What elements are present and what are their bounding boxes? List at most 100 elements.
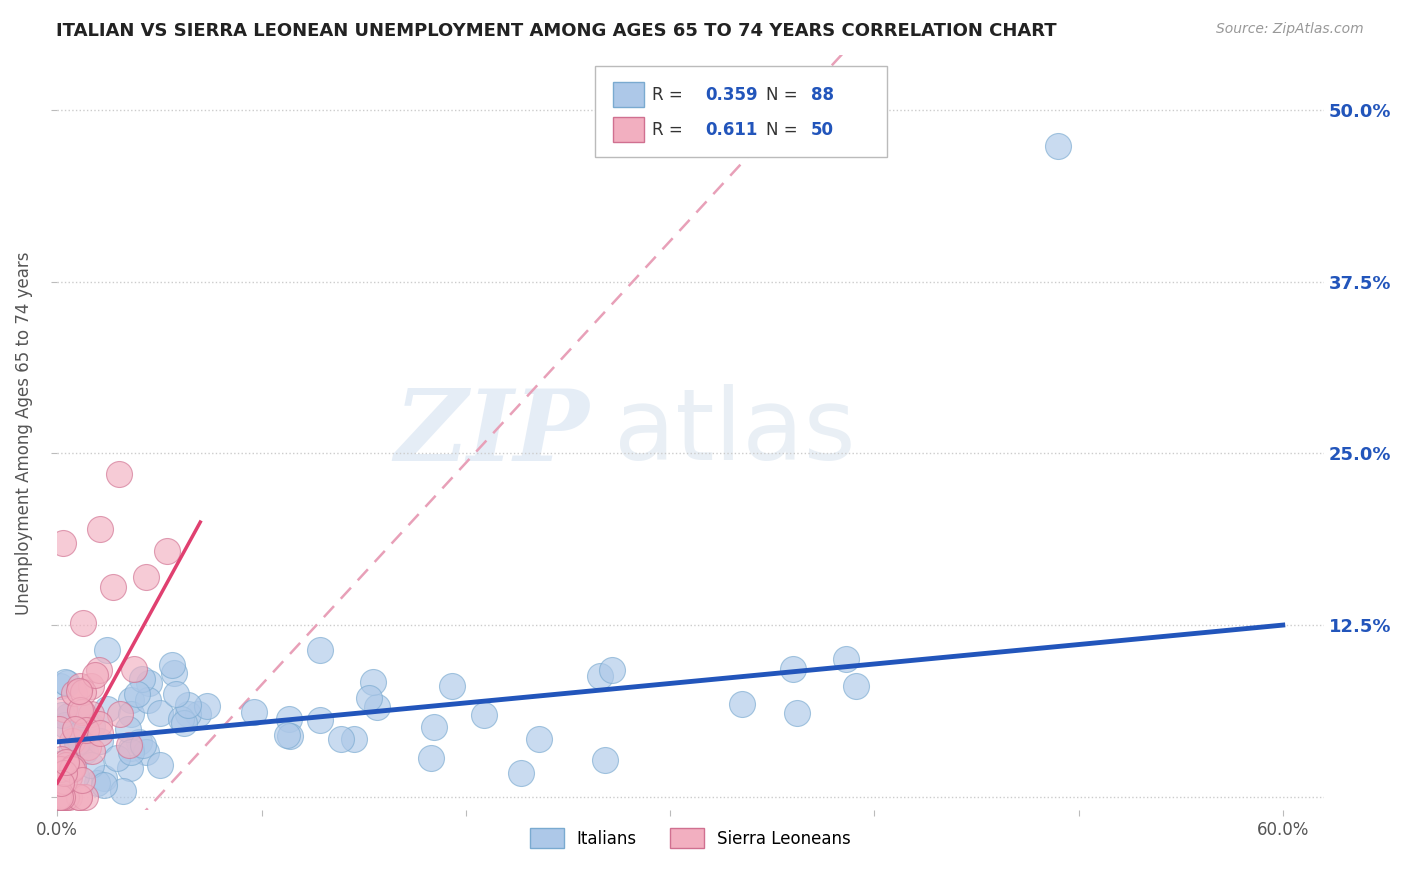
Point bbox=[149, 706, 172, 721]
Point bbox=[128, 734, 150, 748]
Point bbox=[48, 762, 70, 776]
Point bbox=[165, 686, 187, 700]
Text: R =: R = bbox=[652, 121, 683, 139]
Point bbox=[72, 615, 94, 630]
Point bbox=[60, 762, 83, 776]
Point bbox=[117, 722, 139, 736]
Point bbox=[600, 663, 623, 677]
Point bbox=[89, 733, 111, 747]
Point bbox=[51, 752, 73, 766]
Point bbox=[67, 789, 90, 804]
Point bbox=[67, 729, 90, 743]
Point bbox=[46, 757, 69, 772]
Point bbox=[93, 771, 115, 785]
Point bbox=[89, 716, 111, 731]
Legend: Italians, Sierra Leoneans: Italians, Sierra Leoneans bbox=[523, 822, 858, 855]
Point bbox=[125, 687, 148, 701]
Point bbox=[55, 789, 77, 804]
Point bbox=[76, 740, 98, 755]
Point bbox=[845, 679, 868, 693]
Point bbox=[69, 789, 91, 804]
Point bbox=[108, 467, 131, 481]
Point bbox=[186, 707, 208, 722]
Point bbox=[59, 761, 82, 775]
Point bbox=[173, 715, 195, 730]
Point bbox=[135, 570, 157, 584]
Point bbox=[53, 774, 76, 789]
Point bbox=[343, 731, 366, 746]
Point bbox=[51, 776, 73, 790]
Point bbox=[111, 784, 134, 798]
Point bbox=[82, 719, 104, 733]
Text: N =: N = bbox=[766, 87, 799, 104]
Point bbox=[53, 766, 76, 780]
Point bbox=[276, 728, 298, 742]
Point bbox=[56, 708, 79, 723]
Point bbox=[366, 699, 388, 714]
Point bbox=[56, 676, 79, 690]
Point bbox=[108, 706, 131, 721]
Point bbox=[63, 685, 86, 699]
Point bbox=[118, 739, 141, 753]
Text: 88: 88 bbox=[811, 87, 834, 104]
Point bbox=[62, 760, 84, 774]
Point bbox=[96, 702, 118, 716]
Point bbox=[277, 712, 299, 726]
Point bbox=[131, 672, 153, 686]
Point bbox=[96, 643, 118, 657]
Point bbox=[63, 745, 86, 759]
Point bbox=[120, 741, 142, 756]
Point bbox=[69, 733, 91, 747]
Point bbox=[308, 642, 330, 657]
Text: R =: R = bbox=[652, 87, 683, 104]
Point bbox=[195, 698, 218, 713]
Text: ITALIAN VS SIERRA LEONEAN UNEMPLOYMENT AMONG AGES 65 TO 74 YEARS CORRELATION CHA: ITALIAN VS SIERRA LEONEAN UNEMPLOYMENT A… bbox=[56, 22, 1057, 40]
Text: 50: 50 bbox=[811, 121, 834, 139]
Point bbox=[472, 708, 495, 723]
Point bbox=[75, 744, 97, 758]
Text: 0.611: 0.611 bbox=[706, 121, 758, 139]
Point bbox=[70, 772, 93, 787]
Point bbox=[48, 722, 70, 736]
Text: 0.359: 0.359 bbox=[706, 87, 758, 104]
Point bbox=[60, 734, 83, 748]
Point bbox=[120, 706, 142, 721]
Point bbox=[80, 679, 103, 693]
Point bbox=[60, 740, 83, 755]
Point bbox=[136, 693, 159, 707]
Point bbox=[101, 580, 124, 594]
Point bbox=[243, 706, 266, 720]
Point bbox=[589, 669, 612, 683]
Point bbox=[89, 726, 111, 740]
Point bbox=[156, 544, 179, 558]
Point bbox=[67, 684, 90, 698]
Point bbox=[149, 757, 172, 772]
Point bbox=[55, 757, 77, 772]
Text: atlas: atlas bbox=[614, 384, 856, 482]
Point bbox=[72, 685, 94, 699]
Point bbox=[70, 743, 93, 757]
Point bbox=[731, 697, 754, 711]
Point bbox=[70, 705, 93, 719]
Point bbox=[70, 706, 93, 721]
Point bbox=[122, 662, 145, 676]
Point bbox=[53, 675, 76, 690]
Point bbox=[782, 662, 804, 676]
Point bbox=[49, 789, 72, 804]
Point bbox=[75, 723, 97, 738]
Point bbox=[63, 722, 86, 736]
Point bbox=[135, 745, 157, 759]
FancyBboxPatch shape bbox=[613, 82, 644, 107]
Y-axis label: Unemployment Among Ages 65 to 74 years: Unemployment Among Ages 65 to 74 years bbox=[15, 251, 32, 615]
Point bbox=[1047, 138, 1070, 153]
Point bbox=[80, 707, 103, 722]
Point bbox=[48, 780, 70, 795]
Point bbox=[176, 707, 198, 722]
Point bbox=[80, 757, 103, 772]
Point bbox=[53, 718, 76, 732]
Point bbox=[138, 676, 160, 690]
Point bbox=[84, 668, 107, 682]
Point bbox=[835, 652, 858, 666]
Point bbox=[67, 741, 90, 756]
Point bbox=[441, 679, 464, 693]
